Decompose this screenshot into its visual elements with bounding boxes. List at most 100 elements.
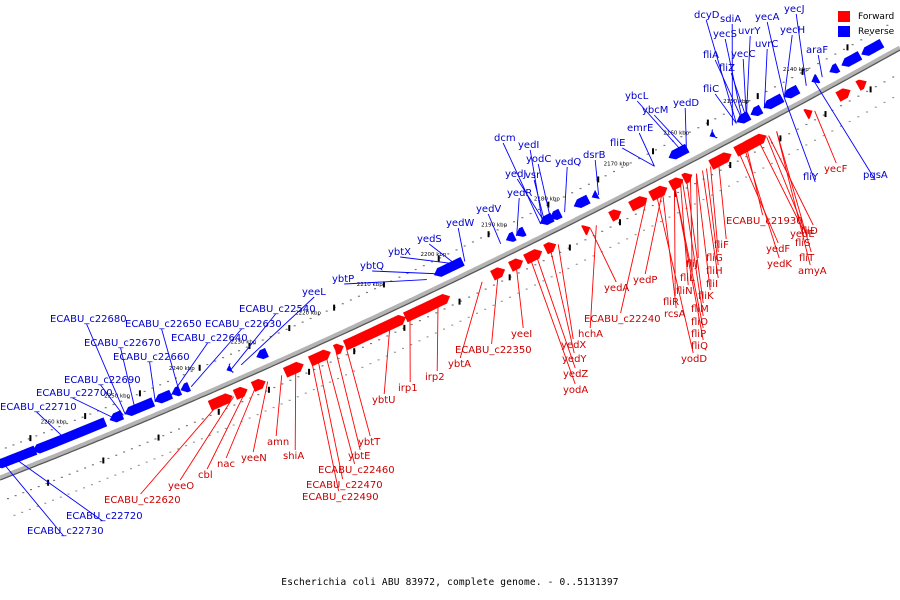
gene-label-yodd: yodD — [681, 354, 707, 365]
guide-dot — [361, 346, 364, 348]
gene-label-amya: amyA — [798, 266, 827, 277]
guide-dot — [289, 379, 292, 381]
leader-ecabu-c22670 — [120, 347, 136, 411]
guide-dot — [722, 113, 725, 115]
guide-dot — [435, 312, 438, 314]
leader-araf — [817, 54, 823, 78]
guide-dot — [813, 139, 816, 141]
guide-dot — [736, 160, 739, 162]
guide-dot — [288, 399, 291, 401]
guide-dot — [745, 156, 748, 158]
gene-label-yedy: yedY — [562, 354, 587, 365]
gene-label-ecabu-c22350: ECABU_c22350 — [455, 345, 532, 356]
feature-mark — [674, 190, 677, 197]
guide-dot — [129, 468, 132, 470]
leader-ecabu-c22350 — [491, 274, 499, 345]
guide-dot — [6, 498, 9, 500]
guide-dot — [81, 416, 84, 418]
guide-dot — [638, 157, 641, 160]
guide-dot — [492, 284, 495, 286]
leader-ecabu-c22680 — [86, 323, 126, 415]
guide-dot — [839, 125, 842, 127]
reverse-gene-2 — [32, 417, 108, 454]
leader-hcha — [589, 225, 597, 329]
leader-ecabu-c22690 — [100, 384, 124, 416]
guide-dot — [480, 237, 483, 239]
feature-mark — [824, 111, 827, 118]
guide-dot — [20, 441, 23, 443]
gene-label-ybta: ybtA — [448, 359, 471, 370]
guide-dot — [30, 489, 33, 491]
gene-label-ecabu-c22640: ECABU_c22640 — [171, 333, 248, 344]
guide-dot — [253, 343, 256, 345]
guide-dot — [567, 267, 570, 270]
guide-dot — [241, 401, 244, 403]
guide-dot — [182, 374, 185, 376]
leader-ecabu-c22640 — [170, 342, 208, 396]
guide-dot — [329, 361, 332, 363]
guide-dot — [45, 482, 48, 485]
feature-mark — [403, 324, 406, 331]
guide-dot — [814, 119, 817, 121]
guide-dot — [337, 377, 340, 380]
scale-tick-label: 2180 kbp — [534, 197, 560, 203]
leader-flit — [776, 131, 812, 253]
guide-dot — [89, 413, 92, 415]
guide-dot — [517, 292, 520, 294]
leader-ybta — [459, 281, 483, 359]
gene-label-ecabu-c22540: ECABU_c22540 — [239, 304, 316, 315]
backbone-layer: 2140 kbp 2150 kbp 2160 kbp 2170 kbp 2180 kbp… — [0, 24, 900, 516]
guide-dot — [559, 272, 562, 274]
gene-label-yeca: yecA — [755, 12, 780, 23]
scale-tick-label: 2150 kbp — [723, 99, 749, 105]
leader-ecabu-c22460 — [325, 355, 356, 465]
gene-label-yedx: yedX — [561, 340, 586, 351]
reverse-gene-23 — [811, 74, 821, 84]
gene-label-sdia: sdiA — [720, 14, 741, 25]
forward-gene-11 — [523, 249, 543, 265]
guide-dot — [621, 166, 624, 168]
guide-dot — [711, 174, 714, 176]
guide-dot — [230, 353, 233, 355]
gene-label-flil: fliL — [680, 273, 695, 284]
guide-dot — [710, 194, 713, 196]
guide-dot — [232, 424, 235, 426]
guide-dot — [13, 514, 16, 516]
guide-dot — [293, 325, 296, 327]
guide-dot — [459, 300, 462, 302]
scale-tick-label: 2220 kbp — [295, 310, 321, 316]
gene-label-ecabu-c22240: ECABU_c22240 — [584, 314, 661, 325]
leader-shia — [294, 369, 297, 451]
guide-dot — [562, 196, 565, 198]
gene-label-yodc: yodC — [526, 154, 551, 165]
guide-dot — [705, 122, 708, 124]
gene-label-ecabu-c22670: ECABU_c22670 — [84, 338, 161, 349]
forward-gene-6 — [332, 343, 344, 355]
guide-dot — [76, 470, 79, 472]
gene-label-ecabu-c22730: ECABU_c22730 — [27, 526, 104, 537]
guide-dot — [677, 191, 680, 194]
gene-label-ybtu: ybtU — [372, 395, 396, 406]
leader-ecabu-c22730 — [3, 463, 64, 537]
guide-dot — [301, 321, 304, 323]
gene-label-yecf: yecF — [824, 164, 848, 175]
guide-dot — [770, 162, 773, 165]
guide-dot — [774, 86, 777, 88]
guide-dot — [892, 97, 895, 99]
leader-dcyd — [705, 19, 737, 124]
guide-dot — [439, 257, 442, 259]
reverse-gene-18 — [709, 129, 718, 139]
guide-dot — [529, 212, 532, 215]
reverse-gene-8 — [226, 363, 234, 374]
leader-yoda — [529, 258, 576, 385]
guide-dot — [237, 350, 240, 352]
feature-mark — [138, 390, 141, 397]
guide-dot — [796, 128, 799, 130]
feature-mark — [547, 201, 550, 208]
guide-dot — [542, 260, 545, 262]
gene-label-ecabu-c22720: ECABU_c22720 — [66, 511, 143, 522]
scale-tick-label: 2170 kbp — [604, 161, 630, 167]
guide-dot — [476, 292, 479, 294]
gene-label-yecs: yecS — [713, 29, 737, 40]
reverse-gene-22 — [783, 84, 801, 99]
